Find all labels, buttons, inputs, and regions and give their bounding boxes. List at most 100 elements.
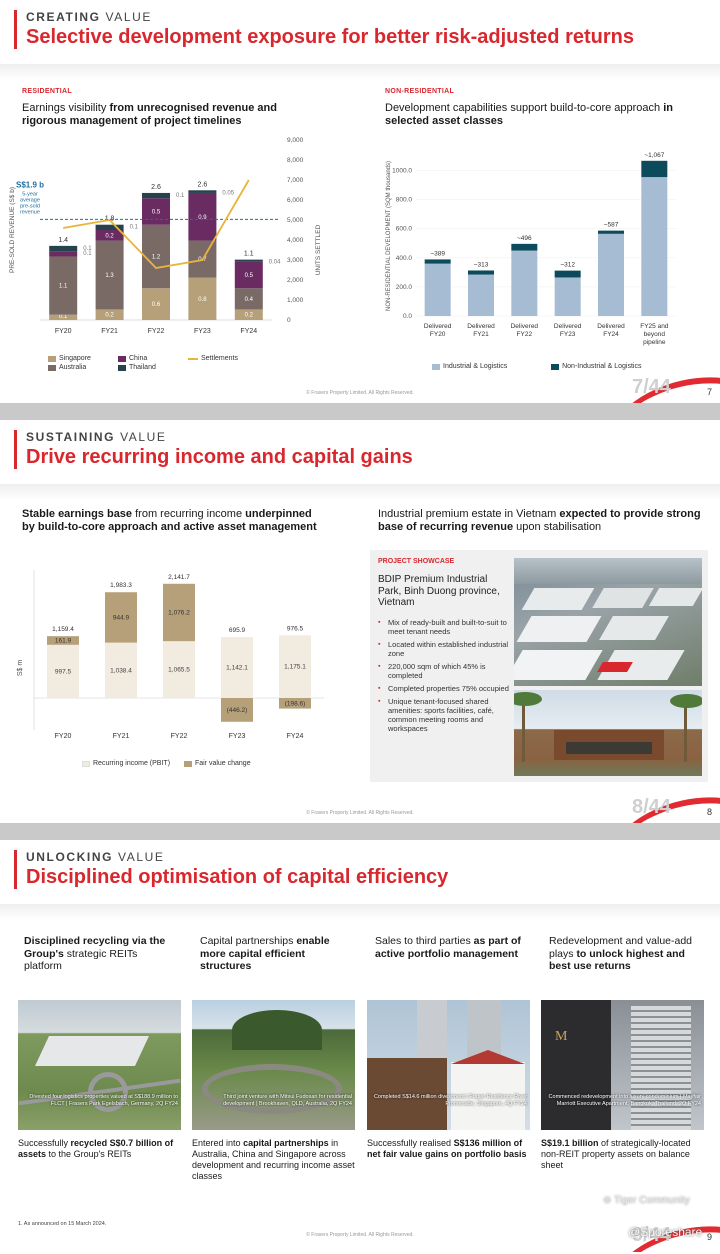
- bar-data-label: 161.9: [55, 637, 72, 644]
- non-residential-legend: Industrial & Logistics Non-Industrial & …: [432, 363, 641, 370]
- desc-plain: Successfully realised: [367, 1138, 452, 1148]
- y-axis-label: PRE-SOLD REVENUE (S$ b): [9, 187, 16, 273]
- y-tick-label: 600.0: [396, 226, 413, 233]
- desc-bold: S$19.1 billion: [541, 1138, 599, 1148]
- x-tick-label: Delivered: [467, 323, 495, 330]
- subtitle-plain: Industrial premium estate in Vietnam: [378, 508, 557, 520]
- bar-segment-china: [142, 198, 170, 225]
- bar-segment-singapore: [234, 309, 263, 320]
- legend-singapore: Singapore: [48, 355, 118, 362]
- x-tick-label: FY24: [240, 328, 257, 335]
- showcase-title: BDIP Premium Industrial Park, Binh Duong…: [378, 574, 500, 608]
- presold-revenue-chart: PRE-SOLD REVENUE (S$ b) UNITS SETTLED 0 1,0…: [9, 137, 322, 335]
- footnote: 1. As announced on 15 March 2024.: [18, 1221, 107, 1227]
- legend-label: China: [129, 355, 148, 362]
- legend-swatch: [82, 760, 90, 767]
- x-tick-label: FY23: [194, 328, 211, 335]
- bar-segment-china: [95, 230, 124, 241]
- bar-data-label: 1.1: [59, 284, 68, 290]
- legend-settlements: Settlements: [188, 355, 268, 362]
- legend-label: Fair value change: [194, 760, 251, 767]
- y2-tick-label: 3,000: [287, 257, 304, 264]
- bar-data-label: 1,142.1: [226, 665, 248, 672]
- bar-segment-thailand: [142, 192, 170, 199]
- column-head-partnerships: Capital partnerships enable more capital…: [200, 935, 350, 973]
- marriott-logo: M: [555, 1029, 568, 1044]
- earnings-subtitle: Stable earnings base from recurring inco…: [22, 508, 322, 534]
- slide-header: UNLOCKING VALUE Disciplined optimisation…: [14, 850, 448, 889]
- average-note-label: 5-year: [22, 191, 38, 197]
- y-tick-label: 800.0: [396, 197, 413, 204]
- slide-kicker: UNLOCKING VALUE: [26, 850, 448, 864]
- legend-swatch: [118, 364, 126, 371]
- tiger-logo-icon: ⊛: [603, 1195, 612, 1206]
- bar-data-label: 0.2: [105, 313, 114, 319]
- x-tick-label: pipeline: [643, 339, 666, 346]
- legend-swatch: [183, 760, 192, 767]
- column-head-sales: Sales to third parties as part of active…: [375, 935, 525, 960]
- bar-fair-value-change: [105, 592, 137, 643]
- legend-label: Recurring income (PBIT): [93, 760, 171, 767]
- bar-segment: [511, 243, 538, 251]
- showcase-label: PROJECT SHOWCASE: [378, 558, 455, 565]
- x-tick-label: FY23: [229, 733, 246, 740]
- bar-segment: [424, 259, 451, 264]
- legend-label: Singapore: [59, 355, 91, 362]
- bar-data-label: 0.04: [269, 260, 281, 266]
- desc-plain: to the Group's REITs: [48, 1149, 132, 1159]
- x-tick-label: FY24: [603, 331, 619, 338]
- bar-segment-singapore: [188, 277, 217, 320]
- bar-recurring-income: [163, 641, 195, 698]
- legend-thailand: Thailand: [118, 364, 188, 371]
- bar-data-label: 0.05: [222, 190, 234, 196]
- bar-total-label: ~389: [430, 250, 445, 257]
- kicker-bold: CREATING: [26, 10, 101, 24]
- bar-data-label: (198.6): [285, 700, 306, 707]
- bar-segment: [468, 274, 494, 316]
- showcase-bullet: Mix of ready-built and built-to-suit to …: [378, 618, 510, 636]
- column-desc-redevelopment: S$19.1 billion of strategically-located …: [541, 1138, 706, 1171]
- bar-segment-australia: [49, 256, 78, 315]
- y-axis-label: S$ m: [17, 660, 24, 677]
- y-tick-label: 0.0: [403, 313, 412, 320]
- column-desc-partnerships: Entered into capital partnerships in Aus…: [192, 1138, 357, 1182]
- showcase-bullets: Mix of ready-built and built-to-suit to …: [378, 618, 510, 737]
- column-head-recycling: Disciplined recycling via the Group's st…: [24, 935, 174, 973]
- x-tick-label: FY20: [430, 331, 446, 338]
- legend-australia: Australia: [48, 364, 118, 371]
- bar-data-label: 1,065.5: [168, 667, 190, 674]
- average-note-label: pre-sold: [20, 203, 40, 209]
- x-tick-label: FY22: [148, 328, 165, 335]
- bar-segment: [598, 233, 624, 316]
- x-tick-label: FY21: [113, 733, 130, 740]
- header-band: [0, 484, 720, 500]
- head-bold: to unlock highest and best use returns: [549, 947, 685, 973]
- residential-label: RESIDENTIAL: [22, 88, 72, 95]
- bar-segment-china: [188, 192, 217, 241]
- x-tick-label: beyond: [644, 331, 666, 338]
- x-tick-label: FY20: [55, 328, 72, 335]
- bar-segment: [468, 270, 494, 275]
- bar-total-label: 1.1: [244, 251, 254, 258]
- y2-axis-label: UNITS SETTLED: [315, 224, 322, 275]
- bar-data-label: 944.9: [113, 614, 130, 621]
- photo-caption: Third joint venture with Mitsui Fudosan …: [223, 1094, 352, 1107]
- bar-segment-thailand: [95, 224, 124, 230]
- bar-total-label: 976.5: [287, 625, 304, 632]
- bar-segment-singapore: [142, 288, 170, 320]
- bar-data-label: 0.2: [245, 313, 254, 319]
- y2-tick-label: 6,000: [287, 197, 304, 204]
- bar-segment-thailand: [234, 259, 263, 262]
- y-tick-label: 400.0: [396, 255, 413, 262]
- y-tick-label: 200.0: [396, 284, 413, 291]
- bar-data-label: 1,175.1: [284, 664, 306, 671]
- subtitle-bold: expected to provide strong base of recur…: [378, 508, 701, 533]
- bar-segment-australia: [142, 224, 170, 289]
- desc-plain: Entered into: [192, 1138, 241, 1148]
- bar-segment: [554, 270, 581, 278]
- bar-segment: [598, 230, 624, 234]
- recurring-income-legend: Recurring income (PBIT) Fair value chang…: [82, 760, 251, 767]
- y2-tick-label: 2,000: [287, 277, 304, 284]
- subtitle-bold: in selected asset classes: [385, 102, 673, 127]
- vietnam-subtitle: Industrial premium estate in Vietnam exp…: [378, 508, 708, 534]
